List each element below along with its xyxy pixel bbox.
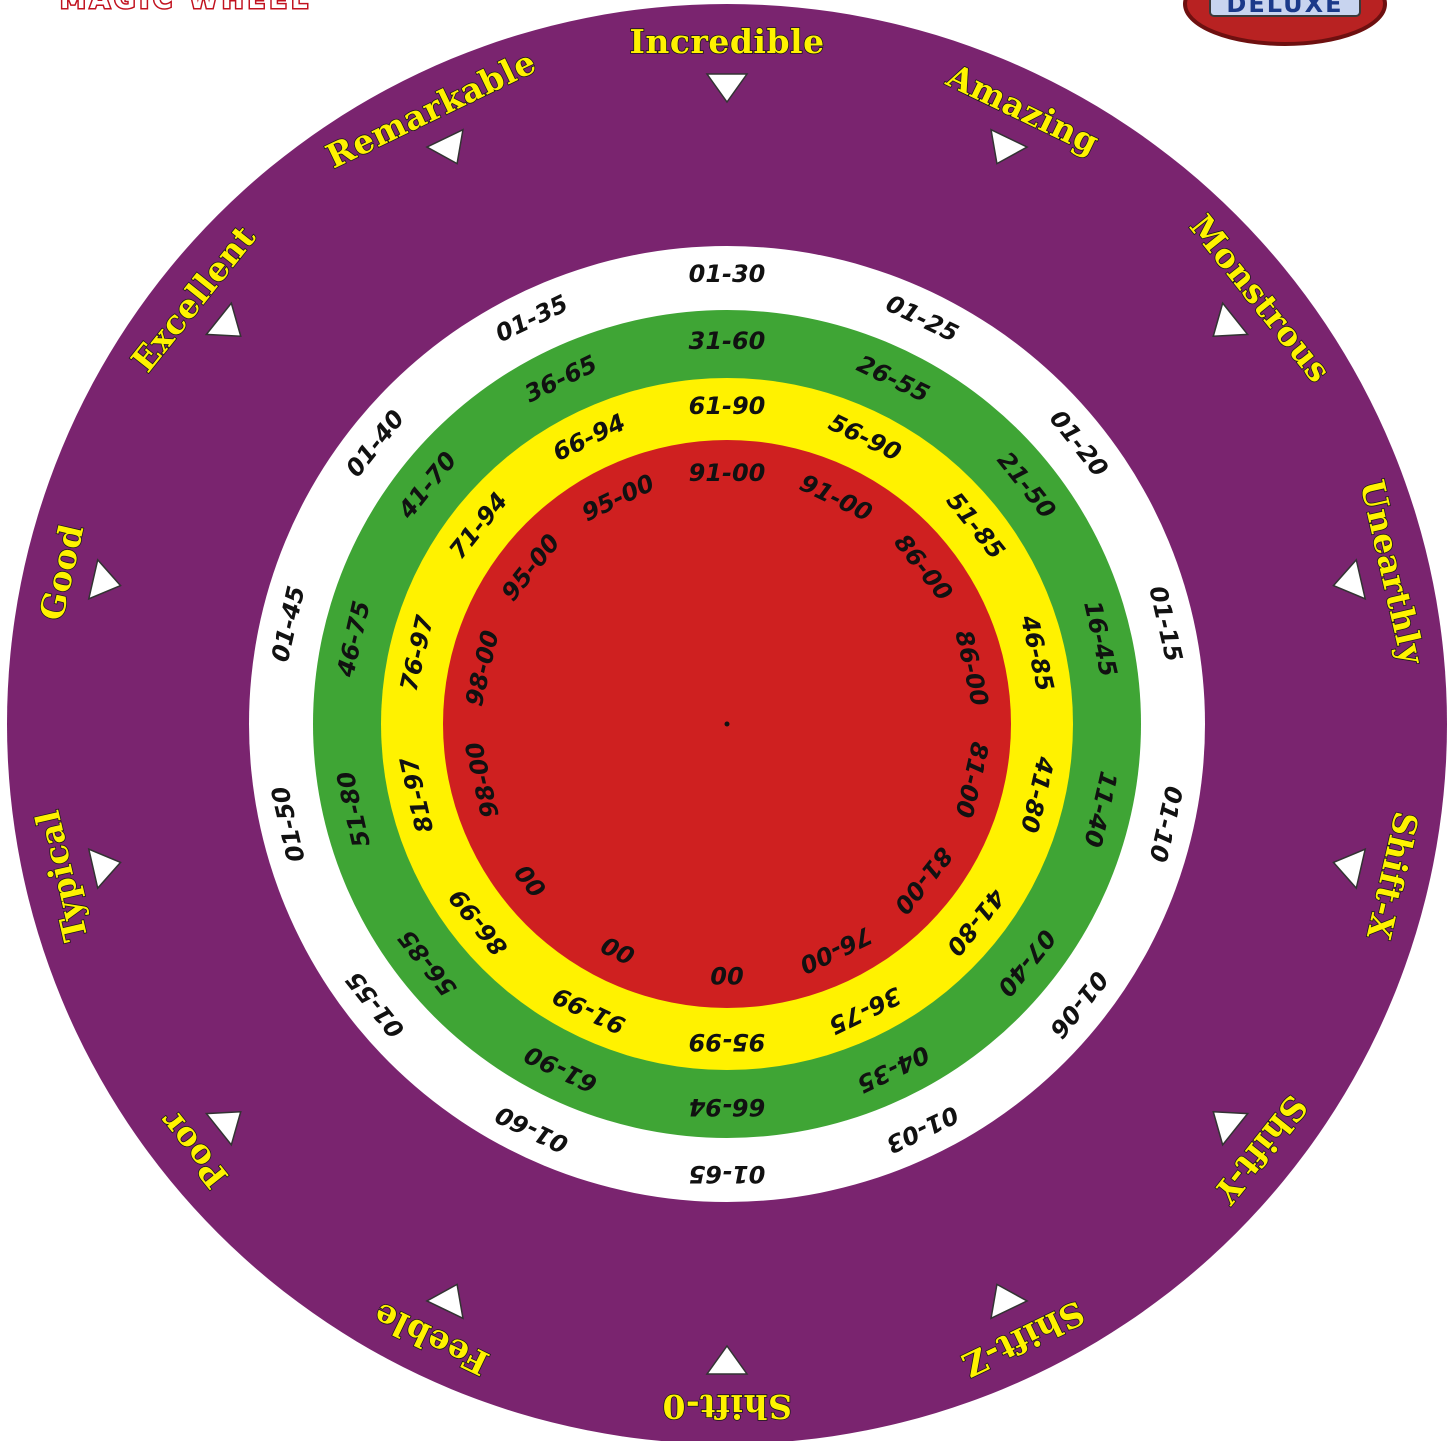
pointer-arrow-icon xyxy=(87,558,122,601)
pointer-arrow-icon xyxy=(425,1283,464,1320)
center-dot xyxy=(724,721,730,727)
pointer-arrow-icon xyxy=(1212,301,1250,338)
white-ring-label: 01-65 xyxy=(689,1160,766,1188)
wheel-title: MAGIC WHEEL xyxy=(56,0,318,17)
pointer-arrow-icon xyxy=(990,1283,1029,1320)
rank-label-shift-0: Shift-0 xyxy=(662,1387,792,1426)
red-core-label: 00 xyxy=(710,961,743,989)
pointer-arrow-icon xyxy=(204,301,242,338)
red-core-label: 91-00 xyxy=(689,459,766,487)
rank-label-incredible: Incredible xyxy=(629,22,824,61)
pointer-arrow-icon xyxy=(1212,1110,1250,1147)
yellow-ring-label: 61-90 xyxy=(689,392,766,420)
pointer-arrow-icon xyxy=(705,1344,749,1375)
pointer-arrow-icon xyxy=(1332,847,1367,890)
brand-logo-text: DELUXE xyxy=(1226,0,1343,18)
pointer-arrow-icon xyxy=(705,73,749,104)
pointer-arrow-icon xyxy=(204,1110,242,1147)
pointer-arrow-icon xyxy=(87,847,122,890)
green-ring-label: 31-60 xyxy=(689,327,766,355)
brand-logo: DELUXE xyxy=(1183,0,1387,46)
green-ring-label: 66-94 xyxy=(689,1093,766,1121)
pointer-arrow-icon xyxy=(1332,558,1367,601)
white-ring-label: 01-30 xyxy=(689,260,766,288)
wheel-title-text: MAGIC WHEEL xyxy=(60,0,312,15)
pointer-arrow-icon xyxy=(990,128,1029,165)
pointer-arrow-icon xyxy=(425,128,464,165)
yellow-ring-label: 95-99 xyxy=(689,1028,766,1056)
